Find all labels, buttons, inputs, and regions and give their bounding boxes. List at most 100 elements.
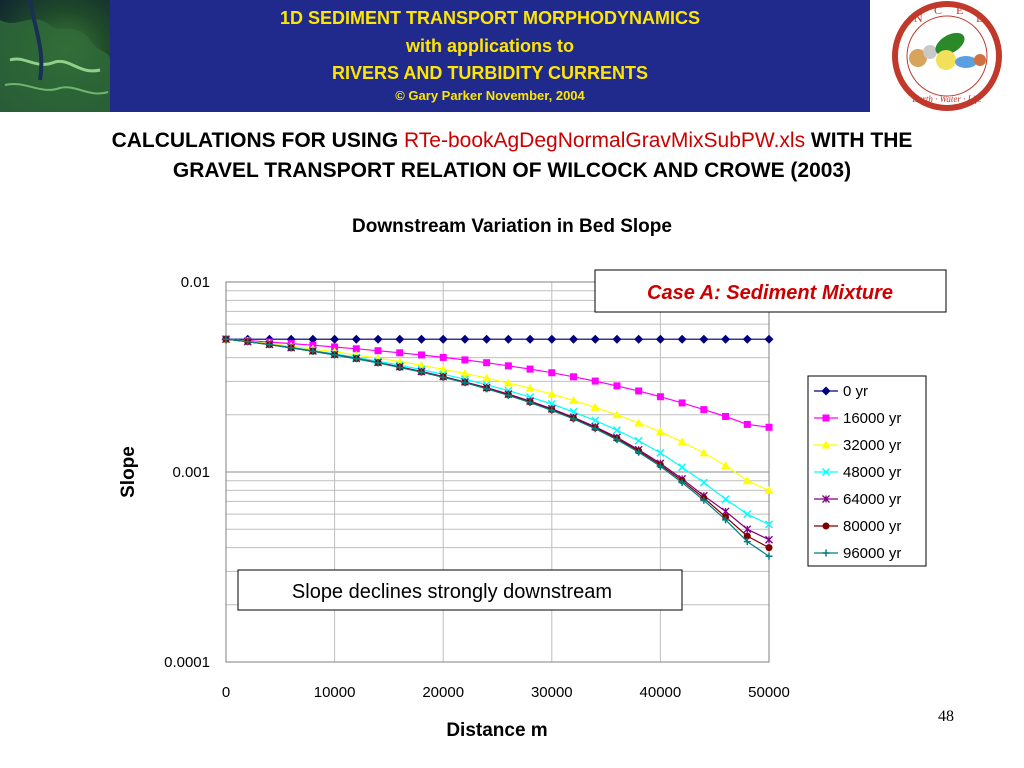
- data-point: [547, 389, 557, 398]
- data-point: [244, 338, 252, 346]
- data-point: [461, 379, 469, 387]
- data-point: [677, 437, 687, 446]
- data-point: [222, 335, 230, 343]
- data-point: [699, 334, 709, 344]
- data-point: [822, 414, 830, 422]
- legend-item: 16000 yr: [814, 410, 901, 427]
- banner-title-block: 1D SEDIMENT TRANSPORT MORPHODYNAMICS wit…: [110, 0, 870, 112]
- data-point: [634, 418, 644, 427]
- data-point: [309, 347, 317, 355]
- data-point: [765, 552, 773, 560]
- data-point: [635, 448, 643, 456]
- series-line: [225, 338, 770, 557]
- chart-series: [221, 334, 774, 560]
- data-point: [743, 532, 751, 540]
- data-point: [482, 334, 492, 344]
- data-point: [765, 535, 773, 544]
- data-point: [678, 479, 686, 487]
- data-point: [743, 525, 752, 534]
- data-point: [821, 467, 831, 477]
- legend-item: 64000 yr: [814, 491, 901, 508]
- page-number: 48: [938, 708, 954, 725]
- data-point: [396, 349, 404, 357]
- series-0: [221, 334, 774, 344]
- data-point: [742, 334, 752, 344]
- data-point: [656, 462, 664, 470]
- heading-part-2: WITH THE: [805, 129, 913, 152]
- banner-copyright: © Gary Parker November, 2004: [395, 88, 585, 103]
- plot-area-border: [225, 281, 770, 663]
- nced-logo: N C E D Earth · Water · Life: [870, 0, 1024, 112]
- logo-letter-n: N: [914, 11, 923, 25]
- data-point: [548, 406, 556, 414]
- data-point: [743, 510, 752, 519]
- legend-label: 16000 yr: [843, 410, 901, 427]
- legend-item: 48000 yr: [814, 464, 901, 481]
- data-point: [635, 387, 643, 395]
- data-point: [504, 391, 512, 399]
- x-axis-label: Distance m: [446, 720, 547, 741]
- logo-letter-e: E: [956, 3, 963, 17]
- data-point: [416, 334, 426, 344]
- data-point: [613, 382, 621, 390]
- heading-part-1: CALCULATIONS FOR USING: [111, 129, 404, 152]
- series-line: [225, 338, 770, 491]
- data-point: [330, 334, 340, 344]
- x-tick-labels: 0 10000 20000 30000 40000 50000: [222, 684, 790, 701]
- note-box: [237, 569, 683, 611]
- x-tick-label: 20000: [422, 684, 464, 701]
- data-point: [570, 415, 578, 423]
- data-point: [700, 406, 708, 414]
- data-point: [822, 495, 830, 503]
- data-point: [591, 416, 600, 425]
- legend-label: 48000 yr: [843, 464, 901, 481]
- x-tick-label: 30000: [531, 684, 573, 701]
- data-point: [655, 427, 665, 436]
- data-point: [743, 420, 751, 428]
- x-tick-label: 10000: [314, 684, 356, 701]
- data-point: [417, 351, 425, 359]
- data-point: [700, 496, 708, 504]
- data-point: [438, 364, 448, 373]
- data-point: [821, 440, 831, 449]
- data-point: [722, 516, 730, 524]
- data-point: [396, 363, 404, 371]
- data-point: [612, 410, 622, 419]
- data-point: [570, 373, 578, 381]
- data-point: [612, 334, 622, 344]
- case-label-box: [594, 269, 947, 313]
- series-6: [222, 335, 773, 560]
- slide-heading: CALCULATIONS FOR USING RTe-bookAgDegNorm…: [0, 126, 1024, 186]
- data-point: [764, 520, 774, 529]
- data-point: [395, 334, 405, 344]
- x-tick-label: 50000: [748, 684, 790, 701]
- heading-filename: RTe-bookAgDegNormalGravMixSubPW.xls: [404, 129, 806, 152]
- data-point: [765, 423, 773, 431]
- data-point: [265, 341, 273, 349]
- y-tick-label: 0.01: [181, 274, 210, 291]
- legend-item: 80000 yr: [814, 518, 901, 535]
- data-point: [822, 549, 830, 557]
- data-point: [526, 399, 534, 407]
- case-label: Case A: Sediment Mixture: [647, 282, 893, 304]
- logo-motto: Earth · Water · Life: [911, 94, 981, 104]
- data-point: [308, 334, 318, 344]
- series-line: [225, 338, 770, 541]
- data-point: [461, 356, 469, 364]
- data-point: [460, 368, 470, 377]
- data-point: [822, 522, 830, 530]
- data-point: [764, 485, 774, 494]
- legend-label: 96000 yr: [843, 545, 901, 562]
- chart-title: Downstream Variation in Bed Slope: [352, 216, 672, 237]
- data-point: [483, 359, 491, 367]
- data-point: [373, 334, 383, 344]
- data-point: [438, 334, 448, 344]
- y-tick-label: 0.0001: [164, 654, 210, 671]
- data-point: [764, 334, 774, 344]
- series-line: [225, 338, 770, 428]
- legend-item: 96000 yr: [814, 545, 901, 562]
- data-point: [721, 334, 731, 344]
- data-point: [352, 345, 360, 353]
- series-5: [222, 335, 773, 552]
- logo-letter-d: D: [976, 11, 985, 25]
